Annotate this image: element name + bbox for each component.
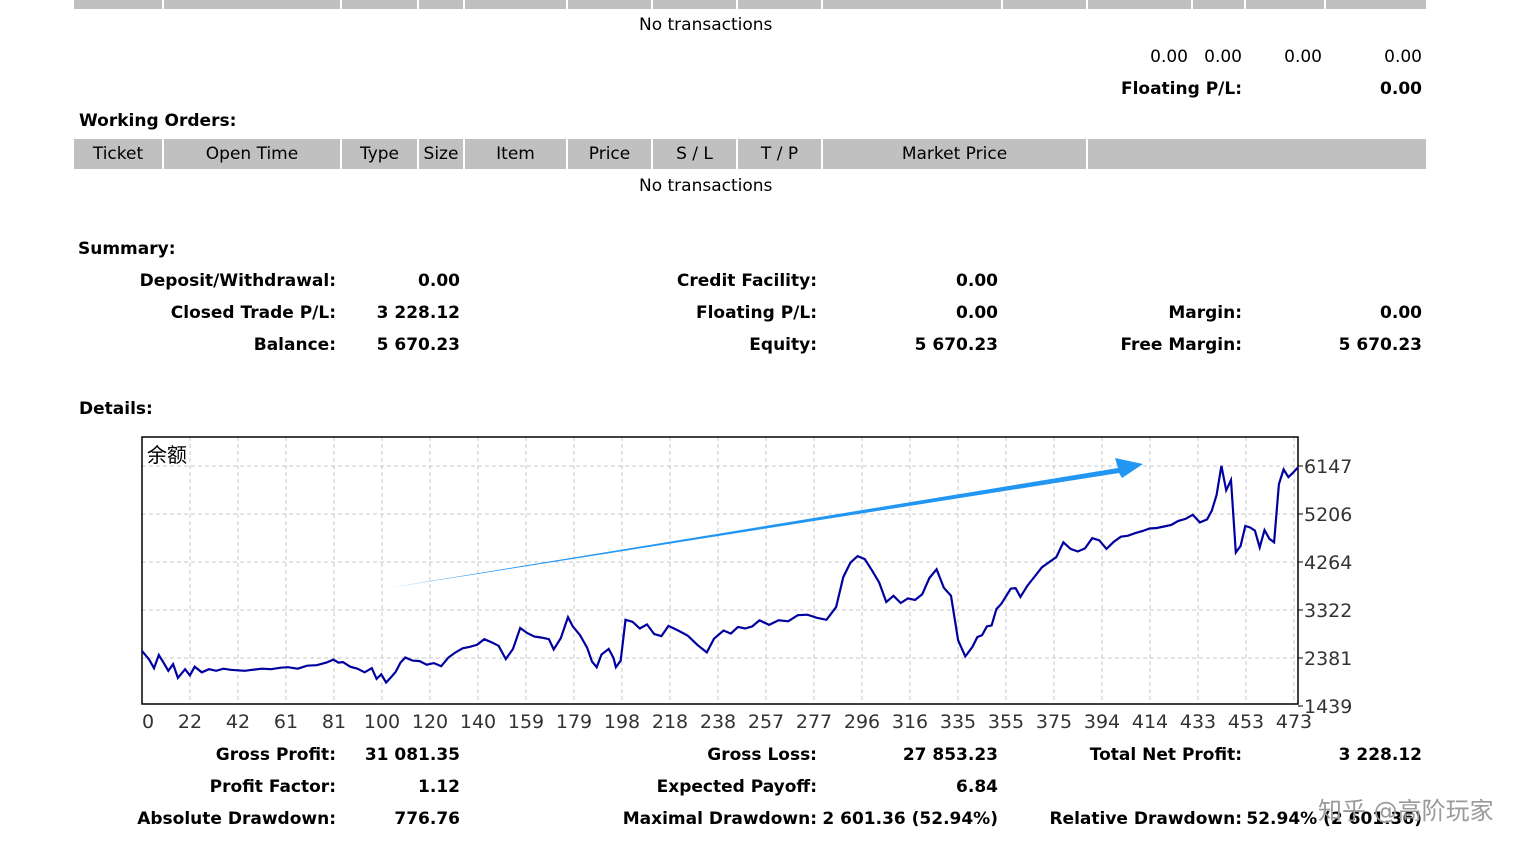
x-tick-label: 218 [652, 711, 688, 733]
floating-pl-label: Floating P/L: [695, 303, 817, 323]
x-tick-label: 335 [940, 711, 976, 733]
balance-series-line [141, 465, 1299, 685]
x-tick-label: 42 [226, 711, 250, 733]
y-axis-ticks: 6147 5206 4264 3322 2381 1439 [1298, 456, 1352, 718]
open-trades-total-2: 0.00 [1204, 47, 1242, 67]
equity-value: 5 670.23 [914, 335, 998, 355]
deposit-value: 0.00 [418, 271, 460, 291]
x-tick-label: 100 [364, 711, 400, 733]
col-market-price: Market Price [823, 139, 1088, 169]
margin-label: Margin: [1168, 303, 1242, 323]
y-tick-label: 4264 [1304, 552, 1352, 574]
relative-drawdown-label: Relative Drawdown: [1049, 809, 1242, 829]
x-tick-label: 22 [178, 711, 202, 733]
x-axis-ticks: 0 22 42 61 81 100 120 140 159 179 198 218 238 257 277 2… [142, 711, 1312, 733]
profit-factor-label: Profit Factor: [209, 777, 336, 797]
equity-label: Equity: [749, 335, 817, 355]
x-tick-label: 198 [604, 711, 640, 733]
floating-pl-value: 0.00 [956, 303, 998, 323]
x-tick-label: 394 [1084, 711, 1120, 733]
credit-value: 0.00 [956, 271, 998, 291]
x-tick-label: 296 [844, 711, 880, 733]
col-sl: S / L [653, 139, 738, 169]
open-trades-total-3: 0.00 [1284, 47, 1322, 67]
relative-drawdown-value: 52.94% (2 601.36) [1246, 809, 1422, 829]
x-tick-label: 473 [1276, 711, 1312, 733]
working-orders-no-transactions: No transactions [639, 176, 773, 196]
balance-value: 5 670.23 [376, 335, 460, 355]
gross-profit-label: Gross Profit: [215, 745, 336, 765]
x-tick-label: 277 [796, 711, 832, 733]
closed-pl-label: Closed Trade P/L: [170, 303, 336, 323]
col-item: Item [465, 139, 568, 169]
summary-title: Summary: [78, 239, 176, 259]
x-tick-label: 159 [508, 711, 544, 733]
x-tick-label: 0 [142, 711, 154, 733]
deposit-label: Deposit/Withdrawal: [139, 271, 336, 291]
open-trades-header-bar [74, 0, 1426, 9]
x-tick-label: 179 [556, 711, 592, 733]
y-tick-label: 1439 [1304, 696, 1352, 718]
margin-value: 0.00 [1380, 303, 1422, 323]
gross-loss-label: Gross Loss: [707, 745, 817, 765]
expected-payoff-value: 6.84 [956, 777, 998, 797]
x-tick-label: 257 [748, 711, 784, 733]
x-tick-label: 453 [1228, 711, 1264, 733]
open-trades-total-1: 0.00 [1150, 47, 1188, 67]
balance-label: Balance: [253, 335, 336, 355]
working-orders-header: Ticket Open Time Type Size Item Price S … [74, 139, 1426, 169]
y-tick-label: 5206 [1304, 504, 1352, 526]
col-size: Size [419, 139, 465, 169]
maximal-drawdown-value: 2 601.36 (52.94%) [822, 809, 998, 829]
chart-grid [142, 437, 1298, 704]
profit-factor-value: 1.12 [418, 777, 460, 797]
col-tp: T / P [738, 139, 823, 169]
x-tick-label: 414 [1132, 711, 1168, 733]
open-trades-floating-label: Floating P/L: [1120, 79, 1242, 99]
chart-title: 余额 [147, 443, 187, 467]
col-type: Type [342, 139, 419, 169]
watermark: 知乎 @高阶玩家 [1318, 797, 1494, 825]
maximal-drawdown-label: Maximal Drawdown: [622, 809, 817, 829]
x-tick-label: 375 [1036, 711, 1072, 733]
x-tick-label: 355 [988, 711, 1024, 733]
open-trades-total-4: 0.00 [1384, 47, 1422, 67]
total-net-profit-value: 3 228.12 [1338, 745, 1422, 765]
col-ticket: Ticket [74, 139, 164, 169]
y-tick-label: 6147 [1304, 456, 1352, 478]
total-net-profit-label: Total Net Profit: [1089, 745, 1242, 765]
y-tick-label: 3322 [1304, 600, 1352, 622]
absolute-drawdown-value: 776.76 [394, 809, 460, 829]
y-tick-label: 2381 [1304, 648, 1352, 670]
col-open-time: Open Time [164, 139, 342, 169]
free-margin-label: Free Margin: [1120, 335, 1242, 355]
closed-pl-value: 3 228.12 [376, 303, 460, 323]
credit-label: Credit Facility: [676, 271, 817, 291]
x-tick-label: 140 [460, 711, 496, 733]
plot-frame [141, 436, 1299, 705]
x-tick-label: 61 [274, 711, 298, 733]
col-price: Price [568, 139, 653, 169]
x-tick-label: 238 [700, 711, 736, 733]
x-tick-label: 81 [322, 711, 346, 733]
open-trades-floating-value: 0.00 [1380, 79, 1422, 99]
gross-profit-value: 31 081.35 [364, 745, 460, 765]
free-margin-value: 5 670.23 [1338, 335, 1422, 355]
working-orders-title: Working Orders: [79, 111, 237, 131]
expected-payoff-label: Expected Payoff: [656, 777, 817, 797]
open-trades-no-transactions: No transactions [639, 15, 773, 35]
x-tick-label: 316 [892, 711, 928, 733]
x-tick-label: 433 [1180, 711, 1216, 733]
details-title: Details: [79, 399, 153, 419]
absolute-drawdown-label: Absolute Drawdown: [137, 809, 336, 829]
gross-loss-value: 27 853.23 [902, 745, 998, 765]
x-tick-label: 120 [412, 711, 448, 733]
